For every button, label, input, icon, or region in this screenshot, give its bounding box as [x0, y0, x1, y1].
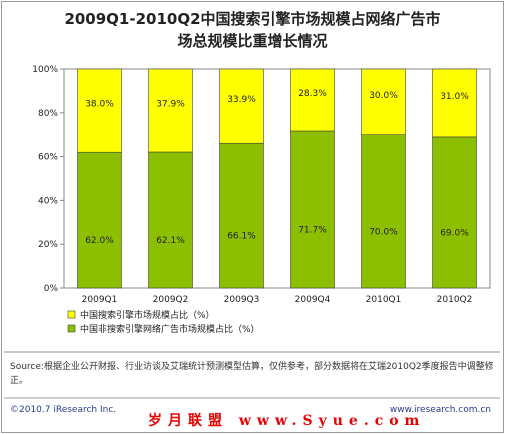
bar-segment — [219, 68, 264, 144]
data-label: 66.1% — [227, 232, 256, 242]
y-tick-label: 40% — [38, 196, 58, 206]
bar-segment — [290, 130, 335, 289]
chart-title-line2: 场总规模比重增长情况 — [177, 32, 328, 50]
x-tick-label: 2010Q2 — [437, 295, 473, 305]
legend-label: 中国搜索引擎市场规模占比（%） — [80, 309, 215, 321]
bar-segment — [432, 136, 477, 289]
data-label: 70.0% — [369, 227, 398, 237]
bar-segment — [148, 68, 193, 153]
y-tick-label: 20% — [38, 240, 58, 250]
bar-segment — [361, 68, 406, 135]
legend-swatch — [67, 310, 76, 319]
chart-title-line1: 2009Q1-2010Q2中国搜索引擎市场规模占网络广告市 — [64, 10, 441, 28]
legend-swatch — [67, 324, 76, 333]
data-label: 62.0% — [85, 236, 114, 246]
x-tick-label: 2009Q1 — [82, 295, 118, 305]
data-label: 38.0% — [85, 100, 114, 110]
x-tick-label: 2009Q4 — [295, 295, 331, 305]
legend-label: 中国非搜索引擎网络广告市场规模占比（%） — [80, 323, 260, 335]
footer-url[interactable]: www.iresearch.com.cn — [389, 405, 491, 415]
data-label: 71.7% — [298, 225, 327, 235]
footer-copyright: ©2010.7 iResearch Inc. — [10, 405, 117, 415]
x-tick-label: 2009Q3 — [224, 295, 260, 305]
y-tick-label: 100% — [32, 65, 58, 75]
watermark-text: 岁月联盟 www.Syue.com — [148, 413, 426, 429]
y-tick-label: 0% — [44, 284, 59, 294]
bar-segment — [77, 151, 122, 289]
bar-segment — [290, 68, 335, 132]
data-label: 33.9% — [227, 95, 256, 105]
y-tick-label: 80% — [38, 109, 58, 119]
data-label: 37.9% — [156, 100, 185, 110]
plot-area — [63, 68, 491, 289]
data-label: 31.0% — [440, 92, 469, 102]
bar-segment — [361, 134, 406, 289]
data-label: 30.0% — [369, 91, 398, 101]
y-tick-label: 60% — [38, 153, 58, 163]
x-tick-label: 2010Q1 — [366, 295, 402, 305]
bar-segment — [77, 68, 122, 153]
bar-segment — [432, 68, 477, 138]
chart-title: 2009Q1-2010Q2中国搜索引擎市场规模占网络广告市 场总规模比重增长情况 — [0, 8, 505, 52]
data-label: 28.3% — [298, 89, 327, 99]
bar-segment — [219, 142, 264, 289]
source-note: Source:根据企业公开财报、行业访谈及艾瑞统计预测模型估算，仅供参考，部分数… — [10, 362, 494, 386]
x-tick-label: 2009Q2 — [153, 295, 189, 305]
data-label: 69.0% — [440, 228, 469, 238]
bar-segment — [148, 151, 193, 289]
data-label: 62.1% — [156, 236, 185, 246]
